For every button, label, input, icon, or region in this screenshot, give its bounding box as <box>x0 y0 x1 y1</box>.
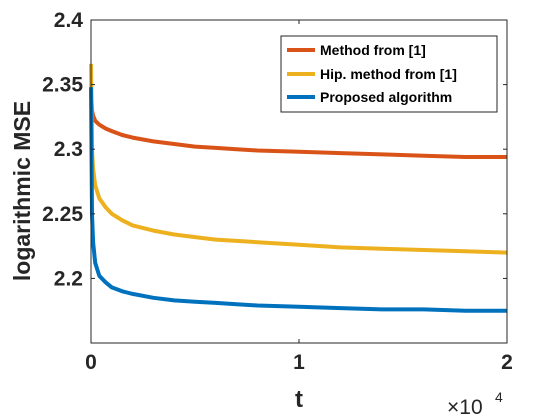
y-tick-label: 2.35 <box>42 74 83 97</box>
legend: Method from [1] Hip. method from [1] Pro… <box>280 35 498 113</box>
y-tick-label: 2.3 <box>54 138 83 161</box>
series-line-hip-method <box>89 63 508 255</box>
x-axis-ticks: 0 1 2 <box>85 20 513 374</box>
x-tick-label: 2 <box>501 351 513 374</box>
plot-lines <box>89 63 508 313</box>
y-tick-label: 2.2 <box>54 267 83 290</box>
x-tick-label: 1 <box>293 351 305 374</box>
legend-label-hip-method: Hip. method from [1] <box>320 66 457 82</box>
legend-box <box>280 35 498 113</box>
legend-label-method: Method from [1] <box>320 42 426 58</box>
legend-label-proposed: Proposed algorithm <box>320 89 452 105</box>
y-axis-label: logarithmic MSE <box>9 101 35 281</box>
series-line-proposed <box>89 87 507 313</box>
y-tick-label: 2.25 <box>42 203 83 226</box>
x-axis-multiplier: ×10 4 <box>447 389 503 419</box>
x-axis-label: t <box>295 386 303 413</box>
x-multiplier-base: ×10 <box>447 396 483 419</box>
y-axis-ticks: 2.2 2.25 2.3 2.35 2.4 <box>42 9 507 290</box>
y-tick-label: 2.4 <box>54 9 84 32</box>
series-line-method <box>89 90 507 159</box>
x-tick-label: 0 <box>85 351 97 374</box>
x-multiplier-exponent: 4 <box>495 389 503 405</box>
